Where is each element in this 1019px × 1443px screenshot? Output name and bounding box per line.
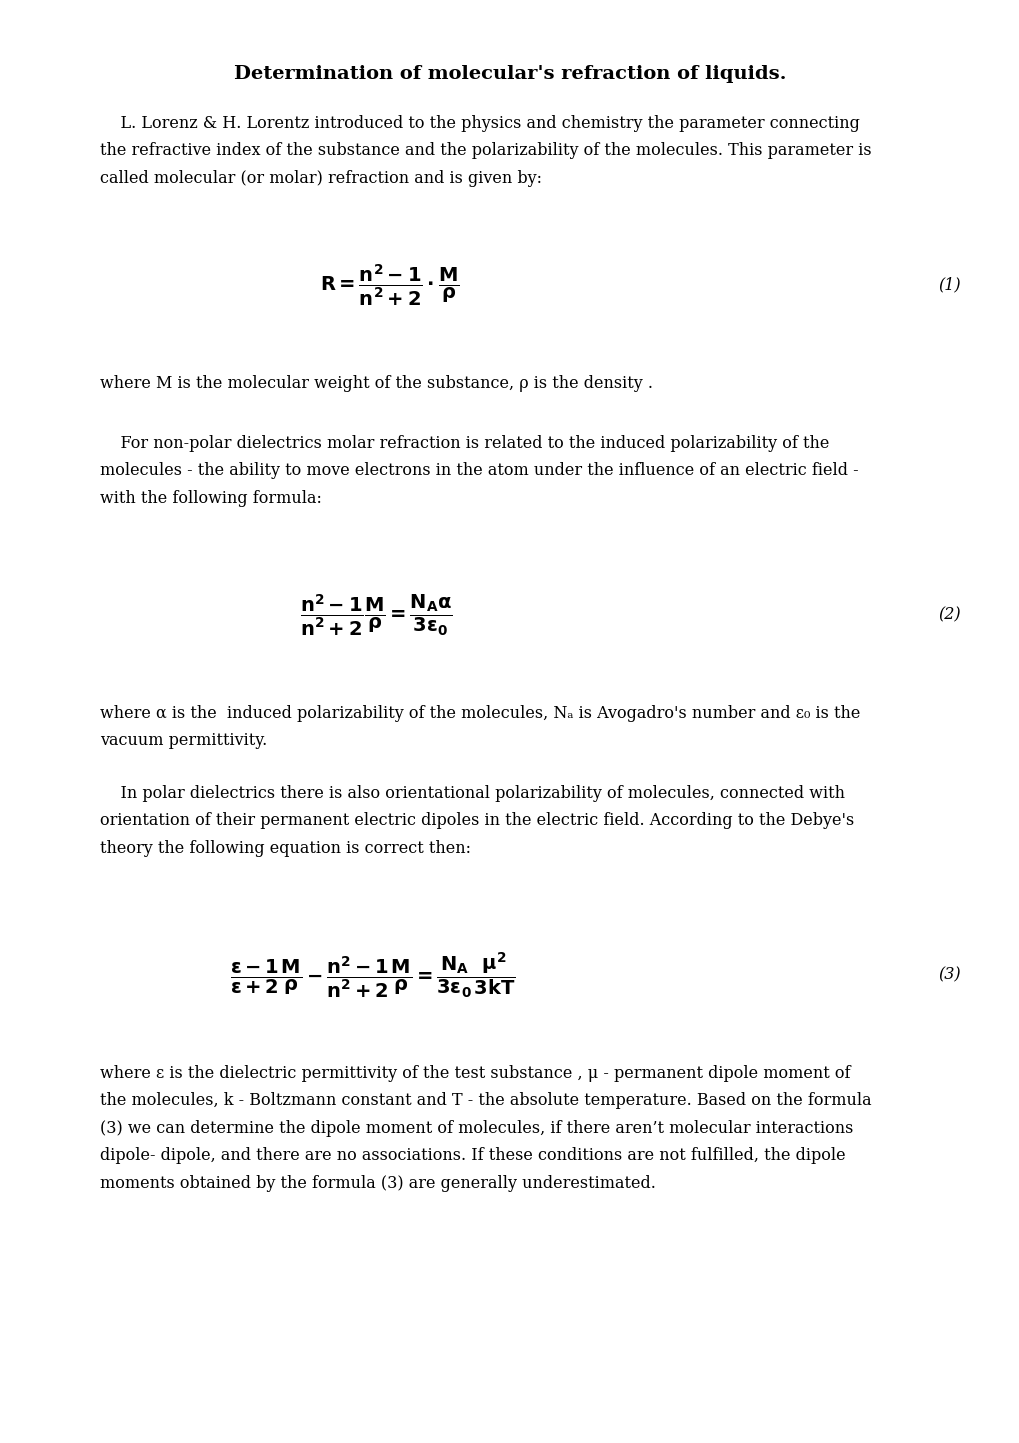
Text: In polar dielectrics there is also orientational polarizability of molecules, co: In polar dielectrics there is also orien… xyxy=(100,785,854,857)
Text: $\mathbf{\dfrac{\varepsilon-1}{\varepsilon+2} \dfrac{M}{\rho} - \dfrac{n^2-1}{n^: $\mathbf{\dfrac{\varepsilon-1}{\varepsil… xyxy=(229,951,515,1000)
Text: L. Lorenz & H. Lorentz introduced to the physics and chemistry the parameter con: L. Lorenz & H. Lorentz introduced to the… xyxy=(100,115,871,186)
Text: (3): (3) xyxy=(937,967,960,984)
Text: where M is the molecular weight of the substance, ρ is the density .: where M is the molecular weight of the s… xyxy=(100,375,652,392)
Text: $\mathbf{R = \dfrac{n^2-1}{n^2+2} \cdot \dfrac{M}{\rho}}$: $\mathbf{R = \dfrac{n^2-1}{n^2+2} \cdot … xyxy=(320,263,459,307)
Text: $\mathbf{\dfrac{n^2-1}{n^2+2} \dfrac{M}{\rho} = \dfrac{N_{A}\alpha}{3\varepsilon: $\mathbf{\dfrac{n^2-1}{n^2+2} \dfrac{M}{… xyxy=(300,592,452,638)
Text: where α is the  induced polarizability of the molecules, Nₐ is Avogadro's number: where α is the induced polarizability of… xyxy=(100,706,860,749)
Text: (1): (1) xyxy=(937,277,960,293)
Text: where ε is the dielectric permittivity of the test substance , μ - permanent dip: where ε is the dielectric permittivity o… xyxy=(100,1065,871,1192)
Text: Determination of molecular's refraction of liquids.: Determination of molecular's refraction … xyxy=(233,65,786,84)
Text: (2): (2) xyxy=(937,606,960,623)
Text: For non-polar dielectrics molar refraction is related to the induced polarizabil: For non-polar dielectrics molar refracti… xyxy=(100,434,858,506)
